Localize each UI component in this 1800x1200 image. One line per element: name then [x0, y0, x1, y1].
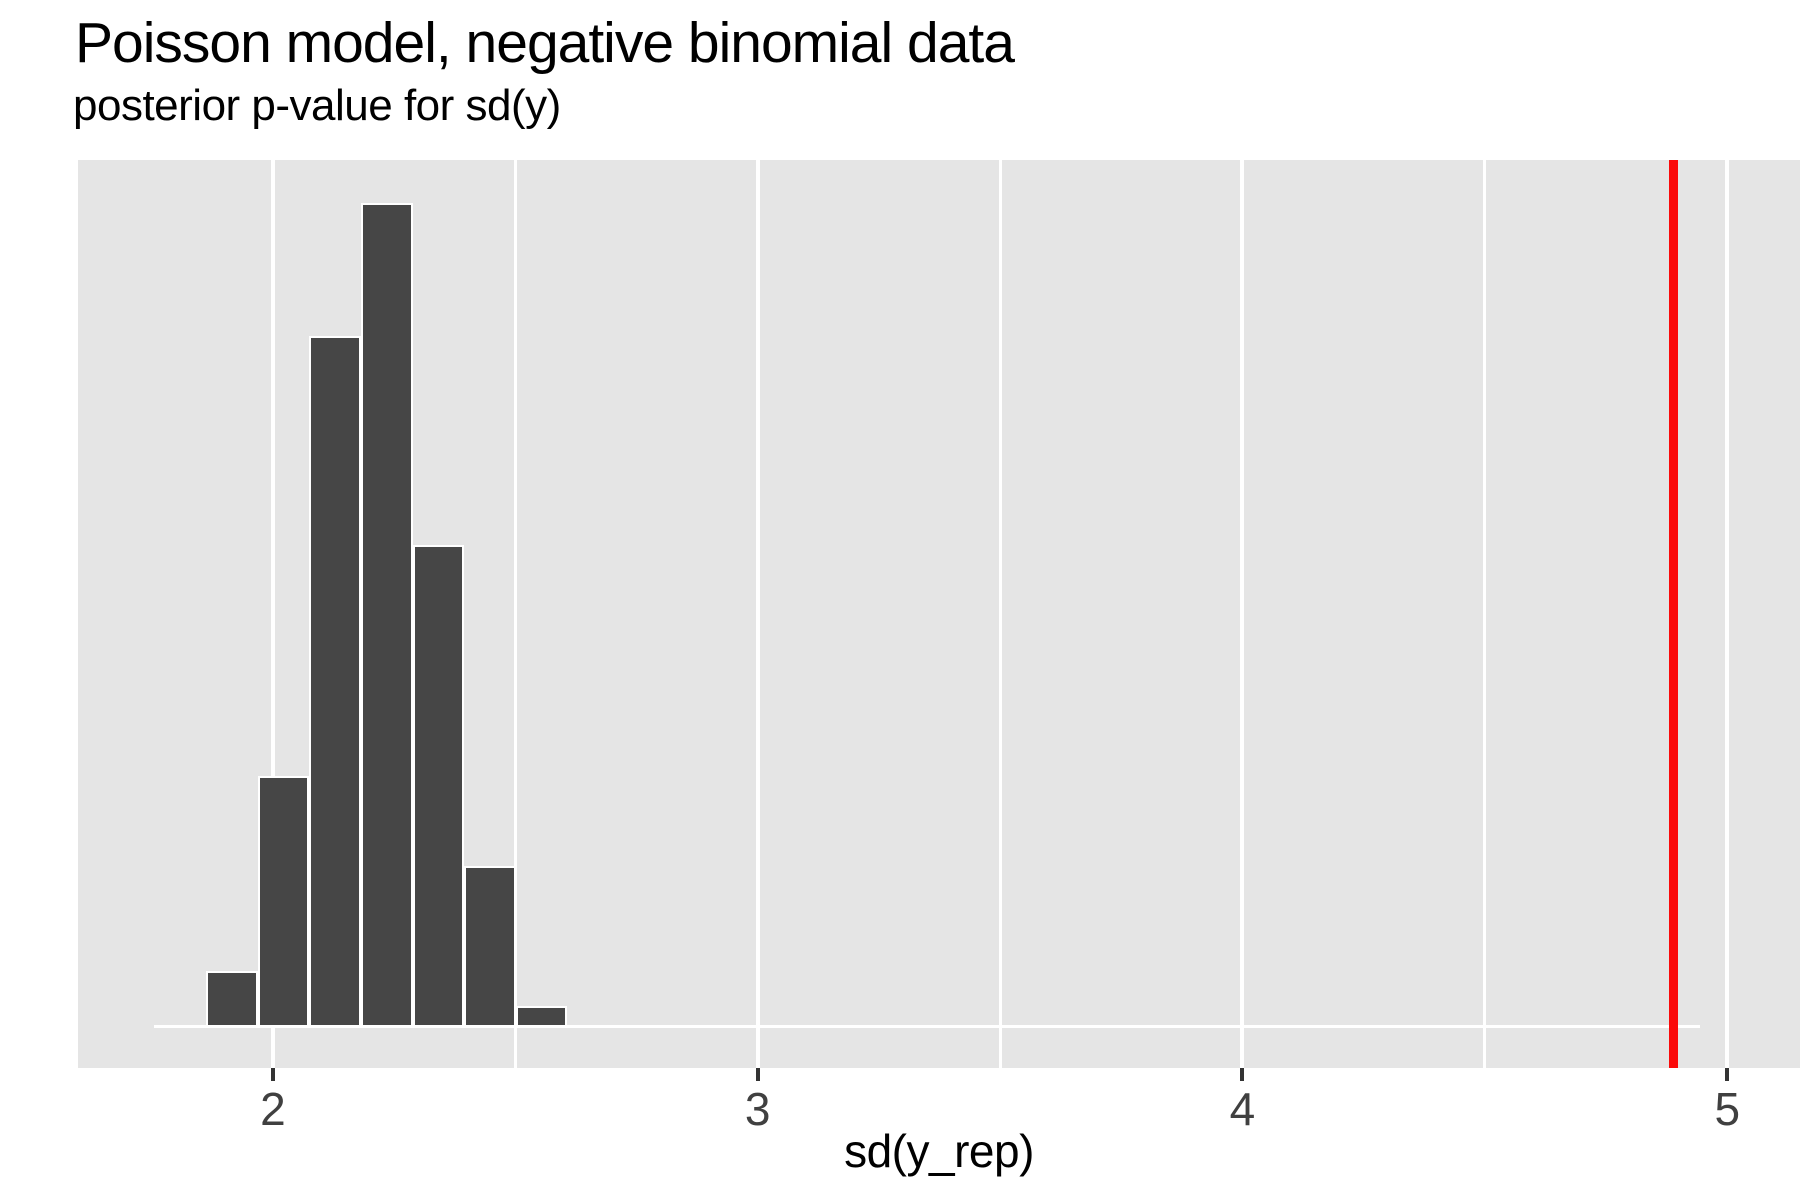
observed-value-line	[1669, 160, 1679, 1068]
x-tick-mark	[1240, 1068, 1245, 1081]
zero-count-baseline	[154, 1025, 1701, 1029]
x-tick-label: 5	[1714, 1083, 1741, 1135]
x-minor-gridline	[998, 160, 1002, 1068]
x-tick-mark	[1725, 1068, 1730, 1081]
histogram-bar	[257, 775, 310, 1027]
x-axis-title: sd(y_rep)	[844, 1125, 1034, 1177]
x-tick-label: 3	[744, 1083, 771, 1135]
x-minor-gridline	[513, 160, 517, 1068]
histogram-bar	[309, 335, 361, 1027]
histogram-bar	[205, 970, 258, 1027]
plot-subtitle: posterior p-value for sd(y)	[73, 81, 561, 130]
x-major-gridline	[270, 160, 275, 1068]
histogram-bar	[360, 203, 413, 1027]
x-major-gridline	[1725, 160, 1730, 1068]
x-tick-mark	[270, 1068, 275, 1081]
histogram-bar	[412, 545, 465, 1027]
x-major-gridline	[1240, 160, 1245, 1068]
x-minor-gridline	[1483, 160, 1487, 1068]
histogram-bar	[515, 1005, 568, 1027]
x-tick-label: 4	[1229, 1083, 1256, 1135]
plot-panel	[78, 160, 1800, 1068]
x-tick-mark	[755, 1068, 760, 1081]
plot-title: Poisson model, negative binomial data	[75, 11, 1015, 75]
histogram-bar	[464, 866, 516, 1027]
x-major-gridline	[755, 160, 760, 1068]
x-tick-label: 2	[260, 1083, 286, 1135]
